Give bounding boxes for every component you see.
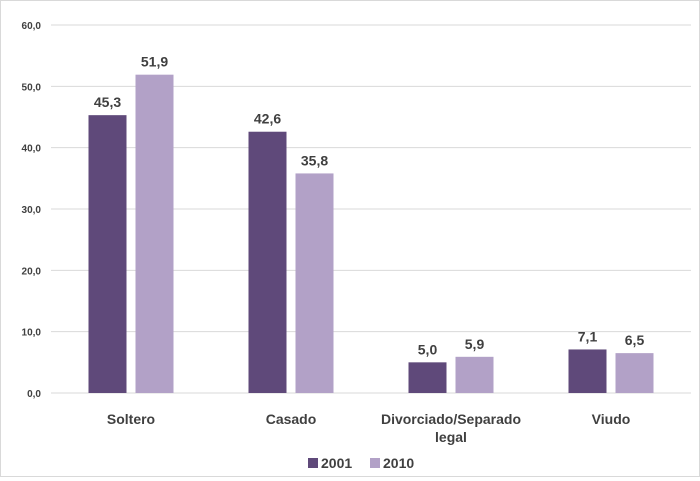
category-label: Viudo <box>592 411 631 427</box>
bar-2001-3 <box>568 349 607 393</box>
y-tick-label: 0,0 <box>27 389 41 400</box>
legend-label: 2010 <box>383 455 414 471</box>
data-label: 42,6 <box>254 111 281 127</box>
data-labels: 45,3 51,9 42,6 35,8 5,0 5,9 7,1 6,5 <box>94 54 645 358</box>
data-label: 51,9 <box>141 54 168 70</box>
data-label: 7,1 <box>578 328 598 344</box>
category-label: legal <box>435 429 467 445</box>
y-tick-label: 10,0 <box>22 328 42 339</box>
y-tick-label: 50,0 <box>22 82 42 93</box>
category-label: Soltero <box>107 411 155 427</box>
bar-2001-0 <box>88 115 127 393</box>
y-axis-ticks: 0,0 10,0 20,0 30,0 40,0 50,0 60,0 <box>22 21 42 400</box>
bar-2001-2 <box>408 362 447 393</box>
legend-label: 2001 <box>321 455 352 471</box>
bar-2010-2 <box>455 356 494 393</box>
bar-2010-1 <box>295 173 334 393</box>
y-tick-label: 30,0 <box>22 205 42 216</box>
y-tick-label: 60,0 <box>22 21 42 32</box>
category-label: Casado <box>266 411 317 427</box>
legend-swatch <box>370 458 380 468</box>
bars <box>88 74 654 394</box>
data-label: 6,5 <box>625 332 645 348</box>
category-labels: Soltero Casado Divorciado/Separado legal Viu… <box>107 411 630 445</box>
bar-2010-3 <box>615 353 654 393</box>
data-label: 45,3 <box>94 94 121 110</box>
data-label: 35,8 <box>301 152 328 168</box>
legend-swatch <box>308 458 318 468</box>
bar-2010-0 <box>135 74 174 394</box>
data-label: 5,0 <box>418 341 438 357</box>
category-label: Divorciado/Separado <box>381 411 521 427</box>
y-tick-label: 20,0 <box>22 266 42 277</box>
legend: 2001 2010 <box>308 455 414 471</box>
data-label: 5,9 <box>465 336 485 352</box>
y-tick-label: 40,0 <box>22 144 42 155</box>
bar-2001-1 <box>248 131 287 393</box>
